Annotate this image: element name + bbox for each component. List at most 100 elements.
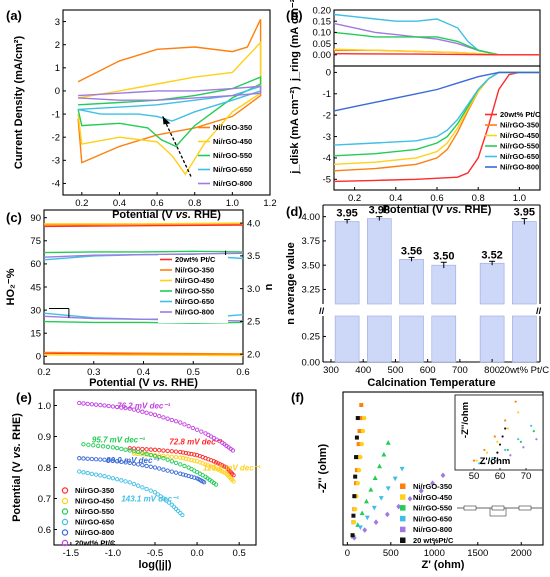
tafel-point <box>131 446 137 451</box>
tafel-point <box>152 412 158 417</box>
nyquist-point <box>355 416 360 421</box>
value-label: 3.95 <box>514 207 535 219</box>
nyquist-point <box>351 520 357 525</box>
tafel-point <box>173 449 179 454</box>
x-tick-label: 0.8 <box>188 198 201 209</box>
legend-label: Ni/rGO-800 <box>75 528 114 537</box>
tafel-point <box>85 470 90 476</box>
tafel-point <box>148 488 153 493</box>
tafel-point <box>144 463 149 469</box>
tafel-point <box>165 416 170 421</box>
inset-point <box>493 456 496 460</box>
nyquist-point <box>364 515 370 521</box>
disk-curve-Ni/rGO-800 <box>333 71 540 112</box>
tafel-point <box>136 483 141 488</box>
nyquist-point <box>430 480 435 486</box>
arrow-head <box>162 116 171 125</box>
nyquist-point <box>351 513 356 518</box>
inset-point <box>472 459 476 462</box>
tafel-point <box>93 457 99 462</box>
tafel-point <box>189 457 194 463</box>
legend-label: Ni/rGO-650 <box>500 152 539 161</box>
tafel-point <box>180 456 186 461</box>
tafel-point <box>140 450 145 456</box>
y-tick-label: 2.5 <box>247 317 260 328</box>
tafel-point <box>102 474 107 479</box>
bar-lower-550 <box>399 315 424 363</box>
legend-marker <box>400 515 406 522</box>
shift-arrow <box>162 116 192 177</box>
y-axis-title: Potential (V vs. RHE) <box>11 413 23 522</box>
tafel-point <box>105 444 111 449</box>
nyquist-point <box>360 428 366 434</box>
tafel-point <box>148 464 153 469</box>
x-axis-title: Potential (V vs. RHE) <box>383 204 492 216</box>
x-tick-label: 0.0 <box>190 548 203 559</box>
circuit-element <box>518 505 532 511</box>
y-axis-title: n average value <box>285 242 297 325</box>
tafel-point <box>169 454 174 459</box>
legend-label: Ni/rGO-800 <box>213 179 252 188</box>
y-tick-label: -3 <box>52 156 60 167</box>
bar-upper-20wt% Pt/C <box>512 221 537 305</box>
inset-point <box>480 462 483 465</box>
legend-label: Ni/rGO-650 <box>175 297 214 306</box>
tafel-point <box>119 459 124 464</box>
y-tick-label: 3.25 <box>302 285 321 296</box>
tafel-point <box>148 411 153 416</box>
tafel-point <box>169 459 174 464</box>
y-tick-label: 0.00 <box>313 50 332 61</box>
legend-marker <box>61 518 69 526</box>
tafel-point <box>119 478 124 483</box>
slope-annotation: 72.8 mV dec⁻¹ <box>169 437 222 446</box>
y-tick-label: 4.0 <box>247 218 260 229</box>
nyquist-point <box>378 496 384 501</box>
x-tick-label: 1000 <box>424 548 445 559</box>
nyquist-point <box>384 511 390 518</box>
tafel-point <box>161 453 166 459</box>
nyquist-point <box>359 510 365 516</box>
panel-d: // // 3.95 3.98 3.56 3.50 3.52 3.95 300 400 500 600… <box>285 204 549 389</box>
y-tick-label: -2 <box>323 110 331 121</box>
tafel-point <box>81 401 86 406</box>
legend-marker <box>61 487 69 494</box>
panel-label: (c) <box>6 210 22 225</box>
nyquist-point <box>377 463 383 469</box>
tafel-point <box>98 457 103 462</box>
nyquist-point <box>368 487 374 492</box>
slope-annotation: 76.2 mV dec⁻¹ <box>117 402 170 411</box>
y-tick-label: -5 <box>323 175 331 186</box>
tafel-point <box>180 450 186 455</box>
tafel-point <box>144 410 149 415</box>
nyquist-point <box>354 455 359 460</box>
x-tick-label: -1.5 <box>63 548 79 559</box>
bar-lower-650 <box>431 315 457 363</box>
tafel-point <box>186 457 191 462</box>
legend-label: Ni/rGO-450 <box>75 497 114 506</box>
value-label: 3.56 <box>401 245 422 257</box>
panel-b: 0.2 0.4 0.6 0.8 1.0 0.000.050.100.150.20 -5 -4 -… <box>286 0 541 216</box>
tafel-point <box>127 446 132 451</box>
y-tick-label: 0 <box>36 352 41 363</box>
tafel-point <box>194 427 200 432</box>
tafel-point <box>77 469 82 474</box>
tafel-point <box>231 479 236 484</box>
ho2-curve-Ni/rGO-350 <box>43 351 244 355</box>
tafel-point <box>98 402 103 408</box>
inset-point <box>506 448 509 452</box>
tafel-point <box>89 402 95 407</box>
legend-label: Ni/rGO-800 <box>175 308 214 317</box>
tafel-point <box>152 447 158 452</box>
tafel-point <box>114 477 120 482</box>
y-tick-label: -1 <box>323 89 331 100</box>
x-tick-label: 0.4 <box>137 367 150 378</box>
x-tick-label: 500 <box>388 365 404 376</box>
bar-upper-350 <box>334 221 360 305</box>
panel-e: 76.2 mV dec⁻¹ 72.8 mV dec⁻¹ 95.7 mV dec⁻¹ 8… <box>11 389 261 571</box>
tafel-point <box>77 456 82 461</box>
nyquist-point <box>362 415 367 421</box>
x-axis-title: Calcination Temperature <box>367 377 495 389</box>
inset-point <box>532 430 535 433</box>
tafel-point <box>131 461 137 466</box>
legend-marker <box>61 497 69 505</box>
